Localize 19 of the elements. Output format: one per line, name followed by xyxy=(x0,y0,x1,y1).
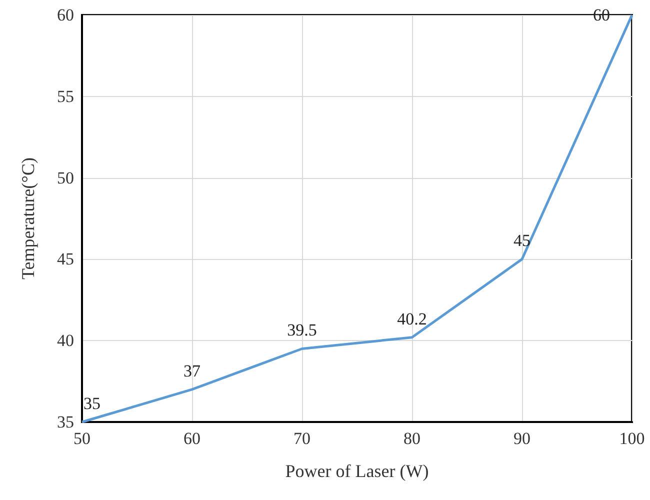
x-tick-label: 90 xyxy=(514,429,530,448)
y-tick-label: 45 xyxy=(57,250,74,269)
x-tick-label: 60 xyxy=(184,429,200,448)
y-tick-label: 35 xyxy=(57,412,74,432)
data-label: 40.2 xyxy=(397,309,427,328)
y-tick-label: 40 xyxy=(57,331,74,350)
data-label: 45 xyxy=(514,231,530,250)
data-label: 35 xyxy=(84,394,100,413)
data-label: 37 xyxy=(184,361,201,380)
y-tick-label: 55 xyxy=(57,86,74,106)
x-tick-label: 70 xyxy=(294,429,310,448)
y-axis-title: Temperature(°C) xyxy=(18,158,38,280)
x-tick-label: 80 xyxy=(404,429,420,448)
data-label: 39.5 xyxy=(287,320,317,340)
x-tick-label: 50 xyxy=(74,429,90,448)
x-tick-label: 100 xyxy=(619,429,645,448)
y-tick-label: 50 xyxy=(57,168,74,188)
y-tick-label: 60 xyxy=(57,6,74,24)
x-axis-title: Power of Laser (W) xyxy=(285,461,429,481)
